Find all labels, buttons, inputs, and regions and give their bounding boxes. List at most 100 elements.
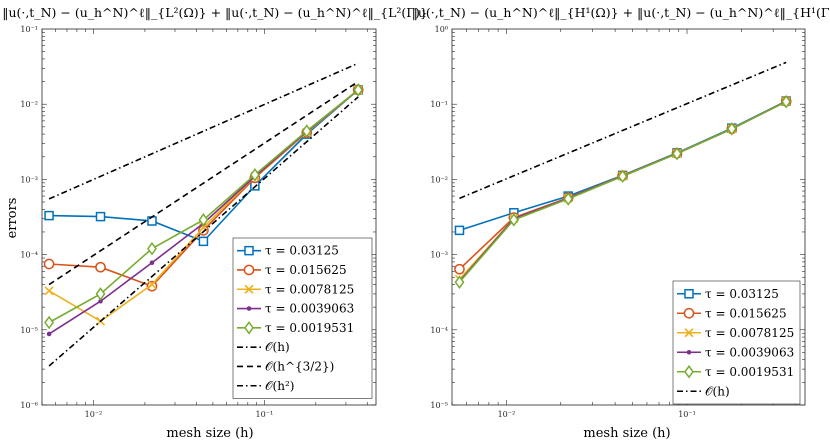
y-tick-label: 10⁻¹ — [430, 100, 448, 109]
x-tick-label: 10⁻² — [85, 410, 103, 419]
legend-label: τ = 0.03125 — [705, 287, 779, 301]
data-point — [353, 83, 364, 97]
legend-label: τ = 0.0039063 — [705, 345, 794, 359]
axes-frame — [41, 28, 377, 406]
data-point — [44, 210, 54, 221]
legend-marker — [243, 264, 255, 276]
series-0 — [454, 96, 791, 236]
y-tick-label: 10⁻⁴ — [20, 251, 38, 260]
legend-label: τ = 0.0078125 — [265, 282, 354, 296]
legend: τ = 0.03125 τ = 0.015625 τ = 0.0078125 τ = … — [232, 237, 373, 399]
series-line — [459, 100, 787, 232]
chart-right-title: ‖u(·,t_N) − (u_h^N)^ℓ‖_{H¹(Ω)} + ‖u(·,t_… — [412, 5, 830, 20]
legend-label: 𝒪(h) — [265, 340, 290, 354]
data-point — [508, 213, 519, 227]
series-7 — [48, 96, 359, 367]
legend-label: τ = 0.0019531 — [705, 365, 794, 379]
legend-item: τ = 0.03125 — [677, 287, 779, 301]
legend-marker — [684, 364, 694, 379]
y-tick-label: 10⁻³ — [430, 251, 448, 260]
y-minor-ticks — [452, 32, 805, 406]
data-point — [301, 124, 312, 138]
legend-item: 𝒪(h) — [677, 384, 730, 398]
series-line — [48, 96, 359, 367]
data-point — [44, 315, 55, 330]
legend-label: 𝒪(h) — [705, 384, 730, 398]
x-tick-label: 10⁻¹ — [256, 410, 274, 419]
legend-item: τ = 0.0019531 — [237, 321, 354, 335]
series-5 — [48, 62, 359, 200]
legend-marker — [683, 307, 695, 319]
legend-item: 𝒪(h²) — [237, 379, 294, 393]
legend-label: τ = 0.0019531 — [265, 321, 354, 335]
chart-left: ‖u(·,t_N) − (u_h^N)^ℓ‖_{L²(Ω)} + ‖u(·,t_… — [2, 5, 428, 441]
y-tick-label: 10⁻² — [430, 175, 448, 184]
legend-box — [672, 280, 801, 405]
chart-right: ‖u(·,t_N) − (u_h^N)^ℓ‖_{H¹(Ω)} + ‖u(·,t_… — [412, 5, 830, 441]
series-6 — [48, 80, 359, 286]
data-point — [781, 94, 792, 109]
data-point — [95, 261, 106, 273]
data-point — [147, 241, 157, 256]
data-point — [454, 275, 465, 289]
legend-label: 𝒪(h²) — [265, 379, 294, 393]
legend-marker — [246, 306, 252, 311]
data-point — [726, 122, 737, 136]
chart-left-ylabel: errors — [5, 198, 20, 239]
y-tick-label: 10⁻² — [20, 100, 38, 109]
data-point — [249, 168, 260, 182]
legend-marker — [244, 284, 254, 294]
data-point — [95, 211, 106, 222]
data-point — [44, 286, 54, 296]
data-point — [672, 146, 682, 161]
legend-box — [232, 237, 373, 399]
data-point — [617, 169, 628, 184]
series-line — [458, 100, 787, 282]
y-tick-label: 10⁻¹ — [20, 25, 38, 34]
y-tick-label: 10⁻⁴ — [430, 326, 448, 335]
chart-left-title: ‖u(·,t_N) − (u_h^N)^ℓ‖_{L²(Ω)} + ‖u(·,t_… — [2, 5, 428, 20]
chart-right-xlabel: mesh size (h) — [583, 426, 670, 441]
legend-label: 𝒪(h^{3/2}) — [265, 359, 334, 373]
data-point — [43, 258, 55, 270]
y-tick-label: 10⁻⁶ — [20, 401, 38, 410]
y-tick-label: 10⁻³ — [20, 175, 38, 184]
legend-marker — [684, 328, 694, 338]
series-line — [48, 62, 359, 200]
series-4 — [454, 94, 792, 289]
series-line — [459, 61, 787, 200]
legend-item: τ = 0.0078125 — [237, 282, 354, 296]
chart-left-plot-area: 10⁻² 10⁻¹ 10⁻¹ 10⁻² 10⁻³ 10⁻⁴ 10⁻⁵ 10⁻⁶ τ = 0.03… — [20, 25, 377, 419]
data-point — [95, 287, 106, 301]
series-5 — [459, 61, 787, 200]
legend-item: τ = 0.0019531 — [677, 365, 794, 379]
series-line — [458, 100, 787, 280]
chart-left-xlabel: mesh size (h) — [166, 426, 253, 441]
y-tick-label: 10⁰ — [435, 25, 448, 34]
legend-item: τ = 0.0078125 — [677, 326, 794, 340]
data-point — [147, 279, 157, 290]
data-point — [563, 192, 574, 206]
legend-item: 𝒪(h) — [237, 340, 290, 354]
axes-frame — [451, 28, 806, 406]
legend-item: τ = 0.015625 — [237, 263, 347, 277]
x-minor-ticks — [41, 29, 368, 405]
legend-label: τ = 0.03125 — [265, 244, 339, 258]
legend-marker — [684, 289, 694, 299]
data-point — [454, 225, 465, 236]
data-point — [146, 280, 158, 292]
x-tick-label: 10⁻² — [498, 410, 516, 419]
legend-item: τ = 0.0039063 — [237, 302, 354, 316]
legend-label: τ = 0.015625 — [265, 263, 347, 277]
y-tick-label: 10⁻⁵ — [20, 326, 38, 335]
data-point — [198, 213, 209, 227]
legend-label: τ = 0.015625 — [705, 306, 787, 320]
x-tick-label: 10⁻¹ — [678, 410, 696, 419]
y-tick-label: 10⁻⁵ — [430, 401, 448, 410]
legend-item: τ = 0.015625 — [677, 306, 787, 320]
legend-marker — [244, 245, 254, 256]
series-3 — [457, 99, 789, 284]
legend-item: τ = 0.0039063 — [677, 345, 794, 359]
series-line — [458, 100, 787, 283]
